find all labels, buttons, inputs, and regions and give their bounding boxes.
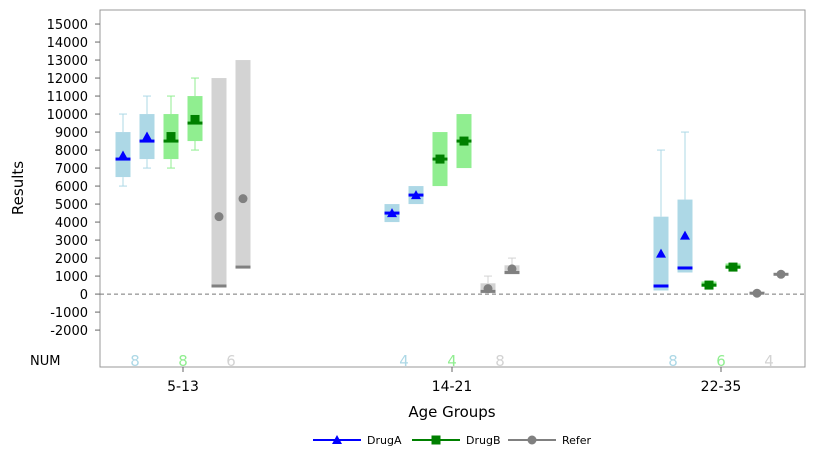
x-tick-label: 14-21 [432, 379, 473, 395]
mean-marker-square [704, 280, 714, 290]
mean-marker-circle [776, 269, 786, 279]
mean-marker-circle [238, 194, 248, 204]
mean-marker-square [459, 136, 469, 146]
y-tick-label: -2000 [50, 324, 88, 339]
mean-marker-square [190, 114, 200, 124]
y-tick-label: 2000 [55, 252, 88, 267]
count-label: 8 [495, 352, 505, 370]
y-tick-label: 4000 [55, 216, 88, 231]
count-label: 6 [716, 352, 726, 370]
mean-marker-circle [507, 264, 517, 274]
box-iqr [235, 60, 251, 268]
count-label: 8 [178, 352, 188, 370]
legend-item-druga: DrugA [313, 434, 402, 447]
box-iqr [211, 78, 227, 286]
mean-marker-triangle [387, 208, 397, 218]
y-tick-label: 6000 [55, 180, 88, 195]
count-row: 8 4 8 8 4 6 6 8 4 [130, 352, 774, 370]
box-drugb [725, 262, 741, 272]
box-refer [480, 275, 496, 294]
circle-icon [527, 435, 537, 445]
x-axis-label: Age Groups [408, 403, 495, 421]
y-tick-label: 11000 [47, 90, 88, 105]
count-label: 8 [130, 352, 140, 370]
mean-marker-triangle [680, 230, 690, 240]
box-refer [504, 257, 520, 275]
box-druga [653, 149, 669, 291]
legend-item-drugb: DrugB [412, 434, 501, 447]
mean-marker-triangle [656, 248, 666, 258]
box-drugb [456, 114, 472, 169]
y-axis-label: Results [9, 161, 27, 215]
mean-marker-triangle [142, 131, 152, 141]
mean-marker-triangle [411, 190, 421, 200]
box-drugb [163, 95, 179, 169]
mean-marker-triangle [118, 150, 128, 160]
box-refer [749, 288, 765, 298]
x-tick-label: 22-35 [701, 379, 742, 395]
legend: DrugA DrugB Refer [313, 434, 592, 447]
box-drugb [701, 280, 717, 290]
legend-item-refer: Refer [508, 434, 592, 447]
box-marks [100, 60, 805, 298]
y-tick-label: 10000 [47, 108, 88, 123]
box-druga [384, 204, 400, 223]
legend-label: Refer [562, 434, 592, 447]
box-refer [211, 78, 227, 288]
box-drugb [432, 132, 448, 187]
mean-marker-circle [752, 288, 762, 298]
y-tick-label: -1000 [50, 306, 88, 321]
count-label: 4 [399, 352, 409, 370]
count-label: 8 [668, 352, 678, 370]
y-tick-label: 0 [80, 288, 88, 303]
box-druga [408, 186, 424, 205]
x-axis: 5-13 14-21 22-35 [167, 367, 741, 395]
mean-marker-circle [214, 212, 224, 222]
y-tick-label: 9000 [55, 126, 88, 141]
mean-marker-circle [483, 284, 493, 294]
y-tick-label: 8000 [55, 144, 88, 159]
mean-marker-square [166, 132, 176, 142]
y-tick-label: 12000 [47, 72, 88, 87]
x-tick-label: 5-13 [167, 379, 199, 395]
y-tick-label: 7000 [55, 162, 88, 177]
count-row-label: NUM [30, 354, 60, 369]
box-druga [677, 131, 693, 273]
count-label: 4 [447, 352, 457, 370]
box-druga [115, 113, 131, 187]
y-tick-label: 5000 [55, 198, 88, 213]
y-tick-label: 14000 [47, 36, 88, 51]
box-drugb [187, 77, 203, 151]
y-axis: -2000 -1000 0 1000 2000 3000 4000 5000 6000 7000 8… [47, 18, 100, 339]
y-tick-label: 1000 [55, 270, 88, 285]
mean-marker-square [435, 154, 445, 164]
box-druga [139, 95, 155, 169]
box-refer [235, 60, 251, 269]
legend-label: DrugA [367, 434, 402, 447]
box-refer [773, 269, 789, 279]
triangle-icon [332, 435, 342, 444]
y-tick-label: 13000 [47, 54, 88, 69]
y-tick-label: 15000 [47, 18, 88, 33]
count-label: 6 [226, 352, 236, 370]
plot-area [99, 9, 806, 368]
legend-label: DrugB [466, 434, 501, 447]
square-icon [431, 435, 441, 445]
mean-marker-square [728, 262, 738, 272]
count-label: 4 [764, 352, 774, 370]
y-tick-label: 3000 [55, 234, 88, 249]
